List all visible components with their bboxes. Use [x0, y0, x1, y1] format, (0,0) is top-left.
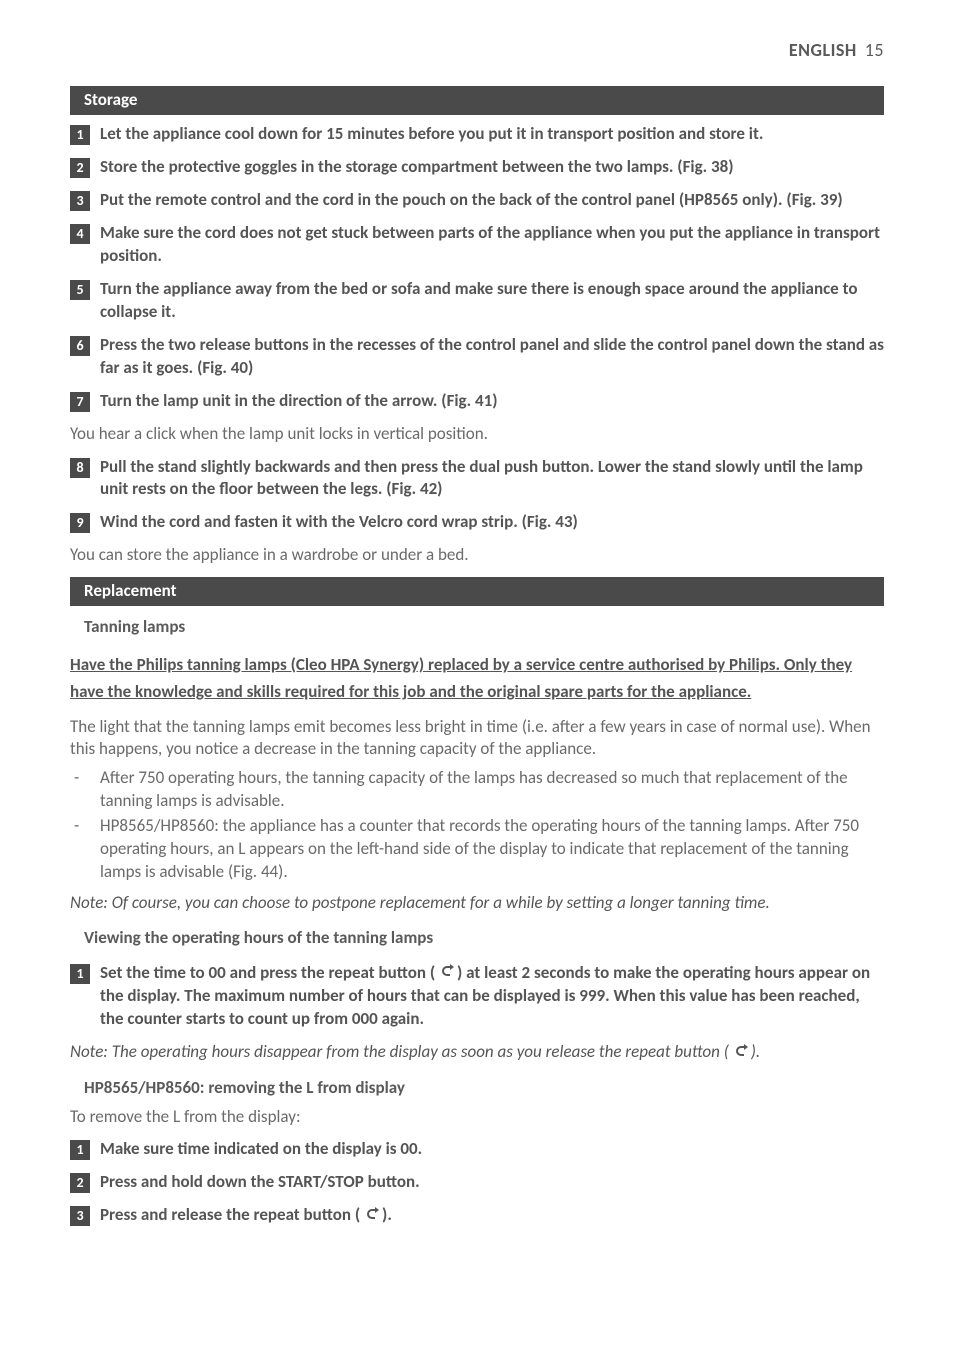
step-number: 3	[70, 191, 90, 211]
removeL-step3-post: ).	[382, 1204, 392, 1225]
dash-mark: -	[70, 767, 100, 813]
tanning-underlined: Have the Philips tanning lamps (Cleo HPA…	[70, 651, 884, 705]
tanning-lamps-heading: Tanning lamps	[70, 614, 884, 645]
viewing-heading: Viewing the operating hours of the tanni…	[70, 925, 884, 956]
storage-step: 6Press the two release buttons in the re…	[70, 334, 884, 380]
step-text: Set the time to 00 and press the repeat …	[90, 962, 884, 1031]
step-text: Press and hold down the START/STOP butto…	[90, 1171, 420, 1194]
storage-step: 5Turn the appliance away from the bed or…	[70, 278, 884, 324]
viewing-note: Note: The operating hours disappear from…	[70, 1041, 884, 1064]
removeL-heading: HP8565/HP8560: removing the L from displ…	[70, 1075, 884, 1106]
page-header: ENGLISH 15	[70, 38, 884, 62]
repeat-icon	[439, 962, 457, 985]
step-text: Store the protective goggles in the stor…	[90, 156, 734, 179]
step-number: 2	[70, 158, 90, 178]
storage-step: 8Pull the stand slightly backwards and t…	[70, 456, 884, 502]
viewing-note-post: ).	[751, 1041, 760, 1062]
step-text: Turn the lamp unit in the direction of t…	[90, 390, 498, 413]
bullet-item: -HP8565/HP8560: the appliance has a coun…	[70, 815, 884, 884]
tanning-bullets: -After 750 operating hours, the tanning …	[70, 767, 884, 884]
step-number: 4	[70, 224, 90, 244]
step-number: 7	[70, 392, 90, 412]
step-number: 6	[70, 336, 90, 356]
storage-step: 9Wind the cord and fasten it with the Ve…	[70, 511, 884, 534]
step-text: Wind the cord and fasten it with the Vel…	[90, 511, 578, 534]
viewing-step1-pre: Set the time to 00 and press the repeat …	[100, 962, 439, 983]
section-replacement-title: Replacement	[70, 577, 884, 606]
removeL-step: 2Press and hold down the START/STOP butt…	[70, 1171, 884, 1194]
step-number: 1	[70, 125, 90, 145]
repeat-icon	[733, 1042, 751, 1065]
step-text: Let the appliance cool down for 15 minut…	[90, 123, 763, 146]
viewing-note-pre: Note: The operating hours disappear from…	[70, 1041, 733, 1062]
viewing-step-1: 1 Set the time to 00 and press the repea…	[70, 962, 884, 1031]
storage-step: 2Store the protective goggles in the sto…	[70, 156, 884, 179]
step-after-text: You hear a click when the lamp unit lock…	[70, 423, 884, 446]
header-title: ENGLISH	[789, 39, 857, 61]
step-number: 8	[70, 458, 90, 478]
storage-step: 3Put the remote control and the cord in …	[70, 189, 884, 212]
step-text: Press the two release buttons in the rec…	[90, 334, 884, 380]
page-number: 15	[865, 39, 884, 61]
storage-step: 4Make sure the cord does not get stuck b…	[70, 222, 884, 268]
repeat-icon	[364, 1205, 382, 1228]
step-number: 2	[70, 1173, 90, 1193]
step-after-text: You can store the appliance in a wardrob…	[70, 544, 884, 567]
step-number: 5	[70, 280, 90, 300]
bullet-item: -After 750 operating hours, the tanning …	[70, 767, 884, 813]
bullet-text: HP8565/HP8560: the appliance has a count…	[100, 815, 884, 884]
storage-step: 1Let the appliance cool down for 15 minu…	[70, 123, 884, 146]
step-text: Put the remote control and the cord in t…	[90, 189, 843, 212]
tanning-note: Note: Of course, you can choose to postp…	[70, 892, 884, 915]
step-number: 1	[70, 1140, 90, 1160]
removeL-step3-pre: Press and release the repeat button (	[100, 1204, 364, 1225]
step-number: 3	[70, 1206, 90, 1226]
storage-step: 7Turn the lamp unit in the direction of …	[70, 390, 884, 413]
step-number: 9	[70, 513, 90, 533]
step-text: Turn the appliance away from the bed or …	[90, 278, 884, 324]
section-storage-title: Storage	[70, 86, 884, 115]
removeL-step: 1Make sure time indicated on the display…	[70, 1138, 884, 1161]
storage-steps: 1Let the appliance cool down for 15 minu…	[70, 123, 884, 567]
dash-mark: -	[70, 815, 100, 884]
step-text: Pull the stand slightly backwards and th…	[90, 456, 884, 502]
tanning-para: The light that the tanning lamps emit be…	[70, 716, 884, 762]
bullet-text: After 750 operating hours, the tanning c…	[100, 767, 884, 813]
step-number: 1	[70, 964, 90, 984]
step-text: Make sure the cord does not get stuck be…	[90, 222, 884, 268]
removeL-intro: To remove the L from the display:	[70, 1106, 884, 1129]
step-text: Press and release the repeat button ( ).	[90, 1204, 392, 1227]
removeL-step-3: 3 Press and release the repeat button ( …	[70, 1204, 884, 1227]
step-text: Make sure time indicated on the display …	[90, 1138, 422, 1161]
removeL-steps: 1Make sure time indicated on the display…	[70, 1138, 884, 1194]
